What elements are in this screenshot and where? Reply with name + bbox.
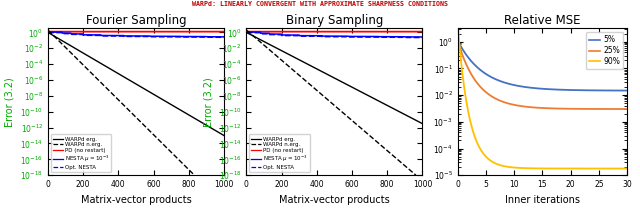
Text: WARPd: LINEARLY CONVERGENT WITH APPROXIMATE SHARPNESS CONDITIONS: WARPd: LINEARLY CONVERGENT WITH APPROXIM… xyxy=(192,1,448,7)
X-axis label: Inner iterations: Inner iterations xyxy=(505,195,580,205)
X-axis label: Matrix-vector products: Matrix-vector products xyxy=(279,195,390,205)
Legend: WARPd erg., WARPd n.erg., PD (no restart), NESTA $\mu = 10^{-3}$, Opt. NESTA: WARPd erg., WARPd n.erg., PD (no restart… xyxy=(249,134,310,172)
Title: Fourier Sampling: Fourier Sampling xyxy=(86,14,186,27)
Y-axis label: Error (3.2): Error (3.2) xyxy=(204,77,213,127)
Y-axis label: Error (3.2): Error (3.2) xyxy=(5,77,15,127)
Title: Relative MSE: Relative MSE xyxy=(504,14,580,27)
Legend: 5%, 25%, 90%: 5%, 25%, 90% xyxy=(586,32,623,69)
Legend: WARPd erg., WARPd n.erg., PD (no restart), NESTA $\mu = 10^{-3}$, Opt. NESTA: WARPd erg., WARPd n.erg., PD (no restart… xyxy=(51,134,111,172)
Title: Binary Sampling: Binary Sampling xyxy=(285,14,383,27)
X-axis label: Matrix-vector products: Matrix-vector products xyxy=(81,195,191,205)
